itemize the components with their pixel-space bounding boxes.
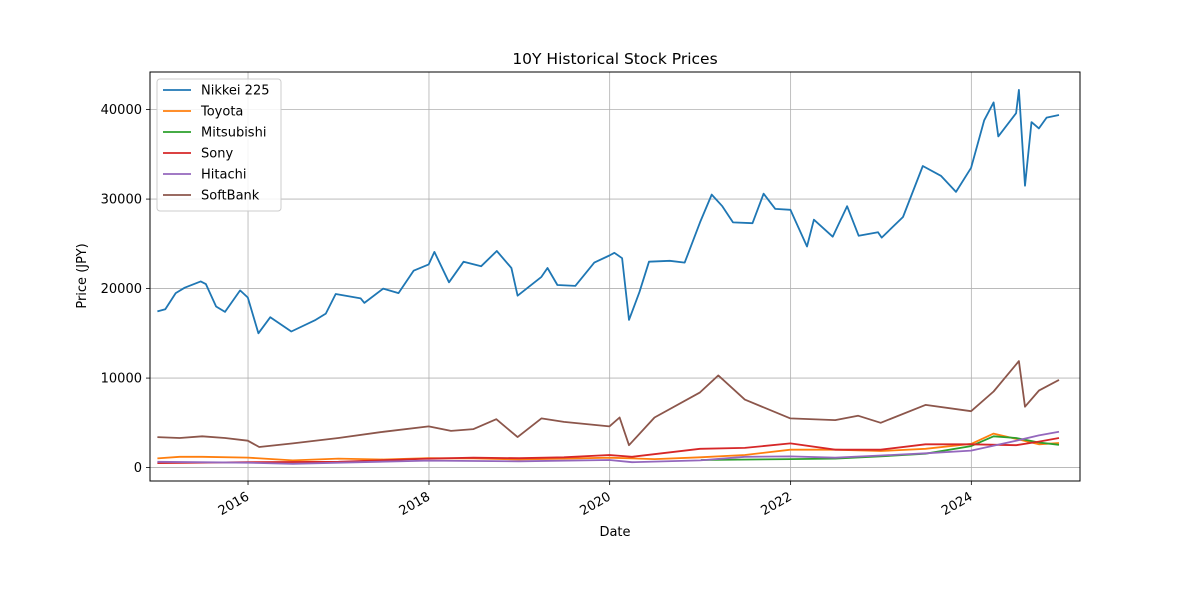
- plot-series: [157, 89, 1060, 465]
- chart-title: 10Y Historical Stock Prices: [512, 50, 717, 68]
- y-tick-label: 20000: [101, 282, 142, 297]
- series-line-nikkei-225: [157, 89, 1060, 335]
- grid-lines: [150, 72, 1080, 481]
- legend: Nikkei 225 Toyota Mitsubishi Sony Hitachi Sof…: [156, 78, 282, 212]
- series-line-sony: [157, 437, 1060, 464]
- series-line-mitsubishi: [700, 435, 1060, 461]
- legend-label-toyota: Toyota: [200, 105, 243, 120]
- y-tick-label: 0: [134, 461, 142, 476]
- plot-area-frame: [149, 71, 1081, 482]
- series-line-toyota: [157, 432, 1060, 462]
- legend-label-sony: Sony: [201, 147, 233, 162]
- x-axis-label: Date: [599, 525, 630, 540]
- y-tick-label: 10000: [101, 372, 142, 387]
- y-tick-label: 40000: [101, 103, 142, 118]
- legend-label-softbank: SoftBank: [201, 189, 260, 204]
- legend-box: [156, 78, 282, 212]
- legend-label-hitachi: Hitachi: [201, 168, 246, 183]
- legend-label-nikkei-225: Nikkei 225: [201, 84, 270, 99]
- series-line-softbank: [157, 360, 1060, 448]
- legend-label-mitsubishi: Mitsubishi: [201, 126, 266, 141]
- series-line-hitachi: [157, 430, 1060, 465]
- y-axis-label: Price (JPY): [75, 243, 90, 308]
- y-tick-label: 30000: [101, 193, 142, 208]
